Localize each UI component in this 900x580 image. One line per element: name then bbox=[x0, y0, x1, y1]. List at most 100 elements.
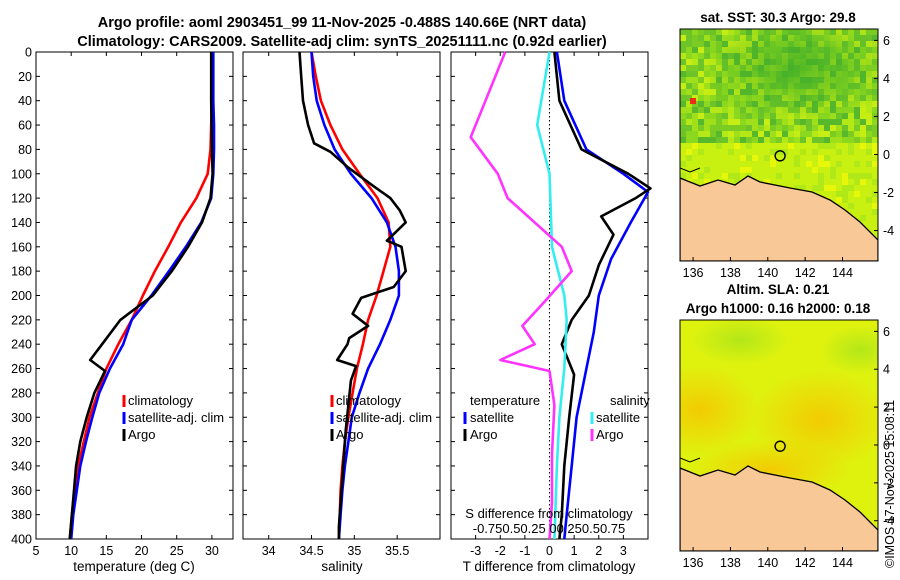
sst-cell bbox=[872, 149, 878, 155]
sst-cell bbox=[872, 137, 878, 143]
x-tick-label: 10 bbox=[64, 544, 78, 558]
y-tick-label: 160 bbox=[11, 240, 32, 254]
sst-cell bbox=[728, 155, 734, 161]
sst-cell bbox=[740, 173, 746, 179]
sst-cell bbox=[848, 179, 854, 185]
temperature-xlabel: temperature (deg C) bbox=[73, 559, 195, 574]
sst-cell bbox=[830, 185, 836, 191]
map-x-tick-label: 136 bbox=[683, 556, 704, 570]
sst-cell bbox=[710, 155, 716, 161]
sst-cell bbox=[794, 155, 800, 161]
sst-cell bbox=[764, 143, 770, 149]
sst-cell bbox=[752, 143, 758, 149]
sst-cell bbox=[770, 179, 776, 185]
sst-cell bbox=[872, 203, 878, 209]
sla-map bbox=[680, 320, 878, 551]
sst-cell bbox=[704, 167, 710, 173]
sst-cell bbox=[836, 173, 842, 179]
sst-cell bbox=[842, 191, 848, 197]
sst-cell bbox=[698, 149, 704, 155]
sst-cell bbox=[842, 137, 848, 143]
sst-cell bbox=[758, 161, 764, 167]
sst-cell bbox=[776, 179, 782, 185]
sst-cell bbox=[776, 143, 782, 149]
sst-cell bbox=[860, 203, 866, 209]
sst-cell bbox=[854, 215, 860, 221]
y-tick-label: 320 bbox=[11, 435, 32, 449]
sst-cell bbox=[752, 149, 758, 155]
salinity-panel bbox=[242, 51, 441, 540]
sst-cell bbox=[722, 149, 728, 155]
sst-cell bbox=[716, 137, 722, 143]
sst-map bbox=[680, 29, 878, 261]
sst-cell bbox=[758, 167, 764, 173]
legend-label: climatology bbox=[128, 393, 194, 408]
map-y-tick-label: 6 bbox=[883, 34, 890, 48]
sst-cell bbox=[686, 149, 692, 155]
sst-cell bbox=[746, 137, 752, 143]
sst-cell bbox=[722, 143, 728, 149]
sst-cell bbox=[794, 161, 800, 167]
sst-cell bbox=[806, 149, 812, 155]
legend-header-temperature: temperature bbox=[470, 393, 540, 408]
sst-cell bbox=[848, 161, 854, 167]
map-x-tick-label: 142 bbox=[795, 556, 816, 570]
sst-cell bbox=[848, 185, 854, 191]
legend-label: satellite bbox=[596, 410, 640, 425]
sst-cell bbox=[692, 155, 698, 161]
x-tick-label: -2 bbox=[495, 544, 506, 558]
sst-cell bbox=[746, 143, 752, 149]
sst-cell bbox=[842, 203, 848, 209]
sst-cell bbox=[800, 167, 806, 173]
sst-cell bbox=[842, 185, 848, 191]
sst-cell bbox=[698, 155, 704, 161]
sst-cell bbox=[854, 149, 860, 155]
sst-cell bbox=[830, 191, 836, 197]
sst-cell bbox=[698, 179, 704, 185]
sst-cell bbox=[872, 167, 878, 173]
sst-cell bbox=[848, 209, 854, 215]
sst-cell bbox=[854, 173, 860, 179]
series-line-temperature-satellite bbox=[555, 51, 650, 540]
sst-cell bbox=[710, 167, 716, 173]
sst-cell bbox=[818, 173, 824, 179]
x-tick-label: 2 bbox=[595, 544, 602, 558]
sst-cell bbox=[818, 191, 824, 197]
sst-cell bbox=[764, 179, 770, 185]
temperature-legend: climatology satellite-adj. clim Argo bbox=[122, 393, 224, 442]
sst-cell bbox=[848, 203, 854, 209]
sst-cell bbox=[794, 173, 800, 179]
sst-cell bbox=[854, 167, 860, 173]
sst-cell bbox=[710, 149, 716, 155]
sst-cell bbox=[734, 143, 740, 149]
sst-cell bbox=[758, 143, 764, 149]
sst-cell bbox=[758, 173, 764, 179]
sst-cell bbox=[746, 161, 752, 167]
sst-cell bbox=[794, 143, 800, 149]
sst-cell bbox=[782, 161, 788, 167]
x-tick-label: -3 bbox=[470, 544, 481, 558]
x-tick-label: 34 bbox=[262, 544, 276, 558]
sst-cell bbox=[704, 149, 710, 155]
series-line-argo bbox=[298, 51, 407, 539]
sst-cell bbox=[830, 137, 836, 143]
sst-cell bbox=[830, 197, 836, 203]
sst-cell bbox=[860, 167, 866, 173]
salinity-plot: 34 34.5 35 35.5 bbox=[243, 51, 440, 558]
sst-cell bbox=[824, 155, 830, 161]
sst-cell bbox=[710, 143, 716, 149]
sst-cell bbox=[704, 161, 710, 167]
sst-cell bbox=[806, 161, 812, 167]
y-tick-label: 180 bbox=[11, 265, 32, 279]
sla-map-frame bbox=[679, 319, 879, 552]
series-line-salinity-argo bbox=[469, 51, 573, 540]
sst-cell bbox=[824, 191, 830, 197]
coastline bbox=[680, 167, 701, 173]
sst-cell bbox=[710, 173, 716, 179]
sst-cell bbox=[866, 197, 872, 203]
map-x-tick-label: 144 bbox=[832, 556, 853, 570]
sst-cell bbox=[734, 161, 740, 167]
sst-cell bbox=[782, 137, 788, 143]
sst-cell bbox=[866, 227, 872, 233]
